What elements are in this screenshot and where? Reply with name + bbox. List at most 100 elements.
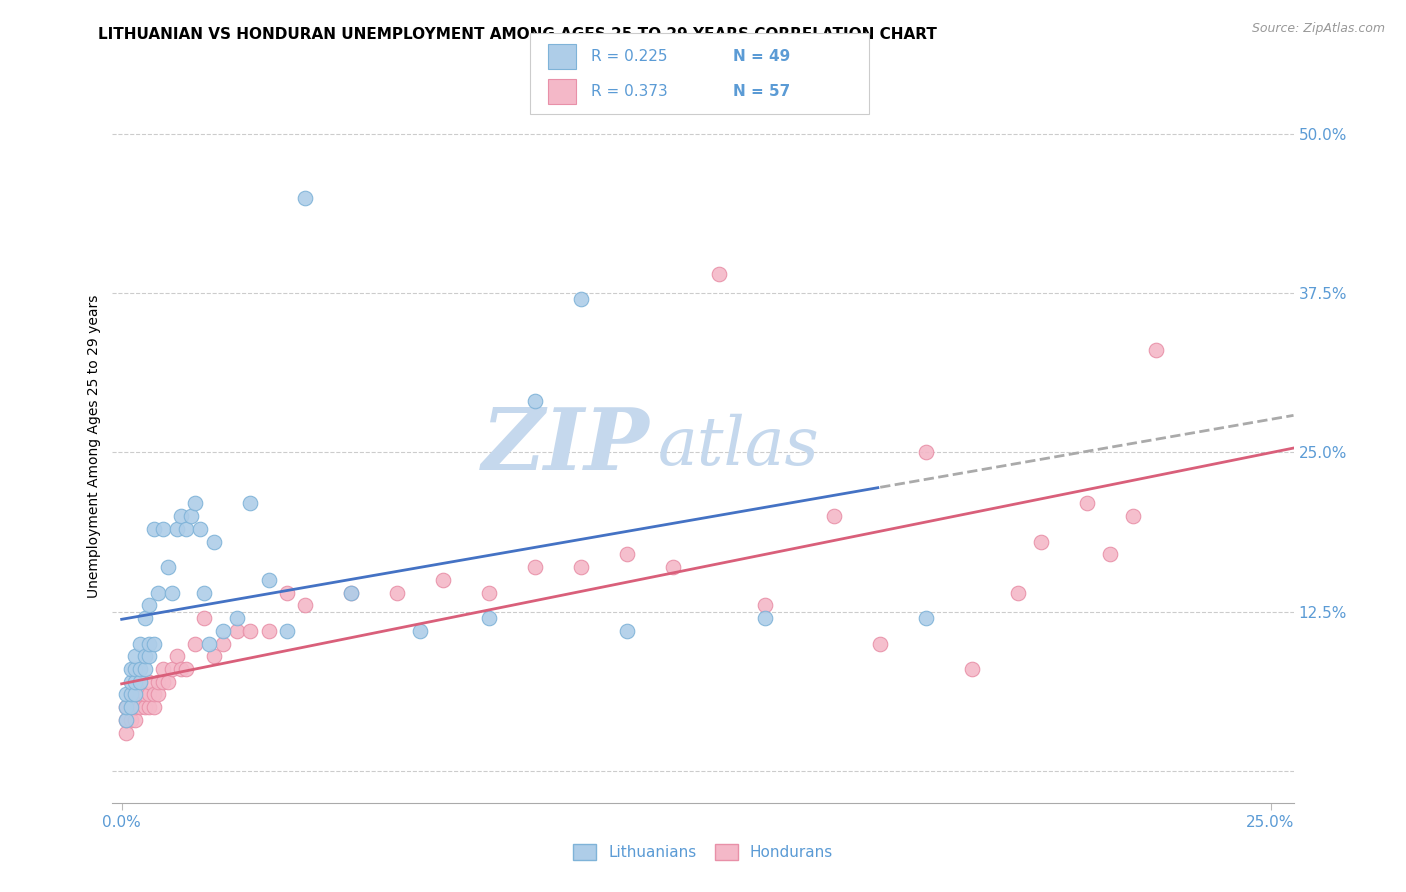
Point	[120, 662, 142, 676]
Point	[124, 662, 146, 676]
Point	[138, 636, 160, 650]
Point	[1098, 547, 1121, 561]
Point	[120, 700, 142, 714]
Point	[152, 674, 174, 689]
Legend: Lithuanians, Hondurans: Lithuanians, Hondurans	[567, 838, 839, 866]
Point	[478, 585, 501, 599]
Text: R = 0.225: R = 0.225	[591, 49, 666, 63]
Point	[142, 688, 165, 702]
Point	[115, 688, 138, 702]
Point	[478, 611, 501, 625]
Point	[869, 636, 891, 650]
Text: R = 0.373: R = 0.373	[591, 84, 668, 98]
Point	[148, 688, 170, 702]
Point	[184, 496, 207, 510]
Point	[138, 674, 160, 689]
Point	[340, 585, 363, 599]
Point	[124, 713, 146, 727]
Point	[174, 662, 197, 676]
Point	[1144, 343, 1167, 358]
Point	[193, 585, 215, 599]
Point	[166, 522, 188, 536]
Point	[211, 636, 233, 650]
Point	[257, 573, 280, 587]
Point	[152, 522, 174, 536]
Point	[156, 560, 179, 574]
Point	[138, 599, 160, 613]
Point	[707, 267, 730, 281]
Text: N = 49: N = 49	[733, 49, 790, 63]
Text: N = 57: N = 57	[733, 84, 790, 98]
Point	[166, 649, 188, 664]
Point	[276, 624, 298, 638]
Point	[1076, 496, 1098, 510]
Point	[915, 445, 938, 459]
Point	[115, 713, 138, 727]
Point	[257, 624, 280, 638]
Point	[276, 585, 298, 599]
Point	[129, 674, 152, 689]
Point	[823, 509, 845, 524]
Point	[134, 700, 156, 714]
Point	[134, 611, 156, 625]
Point	[188, 522, 211, 536]
Point	[120, 688, 142, 702]
Point	[184, 636, 207, 650]
Y-axis label: Unemployment Among Ages 25 to 29 years: Unemployment Among Ages 25 to 29 years	[87, 294, 101, 598]
Point	[524, 394, 547, 409]
Point	[160, 662, 183, 676]
Point	[148, 585, 170, 599]
Point	[616, 547, 638, 561]
Point	[160, 585, 183, 599]
Point	[170, 662, 193, 676]
Point	[156, 674, 179, 689]
Point	[202, 649, 225, 664]
Point	[152, 662, 174, 676]
Point	[115, 725, 138, 739]
Point	[960, 662, 983, 676]
Point	[239, 496, 262, 510]
Point	[754, 599, 776, 613]
Point	[340, 585, 363, 599]
Point	[115, 713, 138, 727]
Point	[138, 700, 160, 714]
Point	[120, 713, 142, 727]
Point	[616, 624, 638, 638]
Point	[198, 636, 221, 650]
Point	[387, 585, 409, 599]
Point	[148, 674, 170, 689]
Point	[129, 674, 152, 689]
Point	[124, 688, 146, 702]
Point	[120, 700, 142, 714]
Point	[409, 624, 432, 638]
Point	[124, 700, 146, 714]
Point	[569, 560, 592, 574]
Point	[225, 611, 247, 625]
Point	[134, 688, 156, 702]
Point	[915, 611, 938, 625]
Text: atlas: atlas	[658, 413, 820, 479]
Point	[193, 611, 215, 625]
Point	[662, 560, 685, 574]
Point	[225, 624, 247, 638]
Point	[124, 688, 146, 702]
Point	[115, 700, 138, 714]
Point	[569, 293, 592, 307]
Point	[142, 700, 165, 714]
Text: Source: ZipAtlas.com: Source: ZipAtlas.com	[1251, 22, 1385, 36]
Point	[129, 700, 152, 714]
Point	[202, 534, 225, 549]
Point	[129, 688, 152, 702]
Point	[1029, 534, 1052, 549]
Point	[1122, 509, 1144, 524]
Point	[211, 624, 233, 638]
Point	[170, 509, 193, 524]
Point	[294, 190, 316, 204]
Point	[134, 662, 156, 676]
Point	[432, 573, 454, 587]
Point	[129, 636, 152, 650]
Point	[124, 649, 146, 664]
Point	[754, 611, 776, 625]
Point	[129, 662, 152, 676]
Point	[239, 624, 262, 638]
